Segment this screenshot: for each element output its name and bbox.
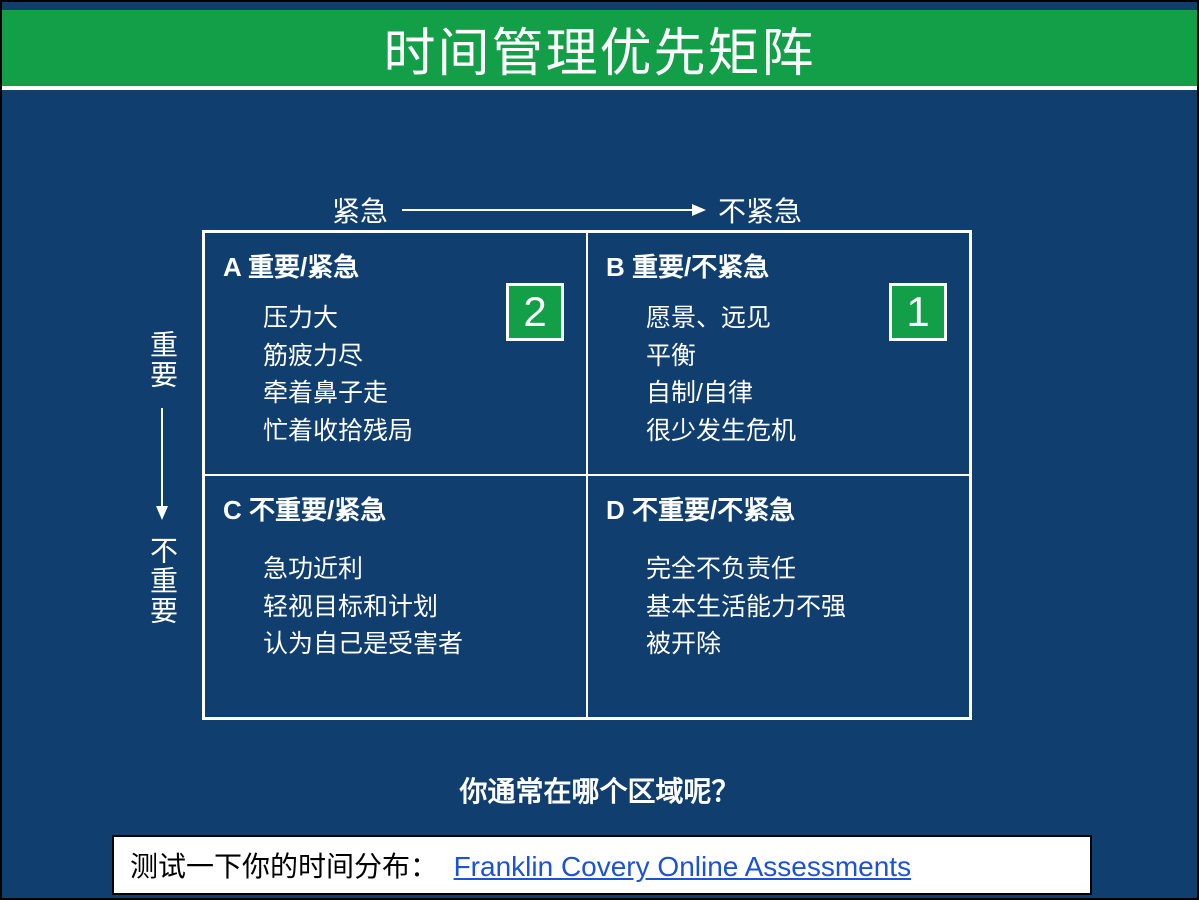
question-text: 你通常在哪个区域呢？ bbox=[2, 770, 1197, 810]
list-item: 自制/自律 bbox=[646, 375, 951, 413]
assessment-link[interactable]: Franklin Covery Online Assessments bbox=[454, 851, 912, 882]
list-item: 筋疲力尽 bbox=[263, 338, 568, 376]
quadrant-heading: A 重要/紧急 bbox=[223, 247, 568, 284]
list-item: 基本生活能力不强 bbox=[646, 589, 951, 627]
arrow-right-icon bbox=[402, 209, 704, 211]
list-item: 被开除 bbox=[646, 626, 951, 664]
priority-badge: 1 bbox=[889, 283, 947, 341]
list-item: 平衡 bbox=[646, 338, 951, 376]
priority-badge: 2 bbox=[506, 283, 564, 341]
list-item: 轻视目标和计划 bbox=[263, 589, 568, 627]
list-item: 完全不负责任 bbox=[646, 551, 951, 589]
list-item: 很少发生危机 bbox=[646, 413, 951, 451]
quadrant-items: 急功近利 轻视目标和计划 认为自己是受害者 bbox=[263, 551, 568, 664]
x-axis: 紧急 不紧急 bbox=[332, 190, 802, 230]
page-title: 时间管理优先矩阵 bbox=[383, 11, 815, 86]
footer-prefix: 测试一下你的时间分布： bbox=[130, 851, 438, 882]
y-axis-top-label: 重要 bbox=[142, 330, 182, 390]
quadrant-heading: C 不重要/紧急 bbox=[223, 490, 568, 527]
quadrant-heading: B 重要/不紧急 bbox=[606, 247, 951, 284]
quadrant-a: A 重要/紧急 2 压力大 筋疲力尽 牵着鼻子走 忙着收拾残局 bbox=[204, 232, 587, 475]
footer-box: 测试一下你的时间分布： Franklin Covery Online Asses… bbox=[112, 835, 1092, 895]
list-item: 急功近利 bbox=[263, 551, 568, 589]
quadrant-b: B 重要/不紧急 1 愿景、远见 平衡 自制/自律 很少发生危机 bbox=[587, 232, 970, 475]
x-axis-right-label: 不紧急 bbox=[718, 190, 802, 230]
quadrant-items: 完全不负责任 基本生活能力不强 被开除 bbox=[646, 551, 951, 664]
title-bar: 时间管理优先矩阵 bbox=[2, 10, 1197, 90]
quadrant-d: D 不重要/不紧急 完全不负责任 基本生活能力不强 被开除 bbox=[587, 475, 970, 718]
y-axis-bottom-label: 不重要 bbox=[142, 536, 182, 626]
quadrant-heading: D 不重要/不紧急 bbox=[606, 490, 951, 527]
list-item: 忙着收拾残局 bbox=[263, 413, 568, 451]
list-item: 牵着鼻子走 bbox=[263, 375, 568, 413]
list-item: 认为自己是受害者 bbox=[263, 626, 568, 664]
quadrant-c: C 不重要/紧急 急功近利 轻视目标和计划 认为自己是受害者 bbox=[204, 475, 587, 718]
y-axis: 重要 不重要 bbox=[142, 330, 182, 626]
priority-matrix: A 重要/紧急 2 压力大 筋疲力尽 牵着鼻子走 忙着收拾残局 B 重要/不紧急… bbox=[202, 230, 972, 720]
arrow-down-icon bbox=[161, 408, 163, 518]
x-axis-left-label: 紧急 bbox=[332, 190, 388, 230]
